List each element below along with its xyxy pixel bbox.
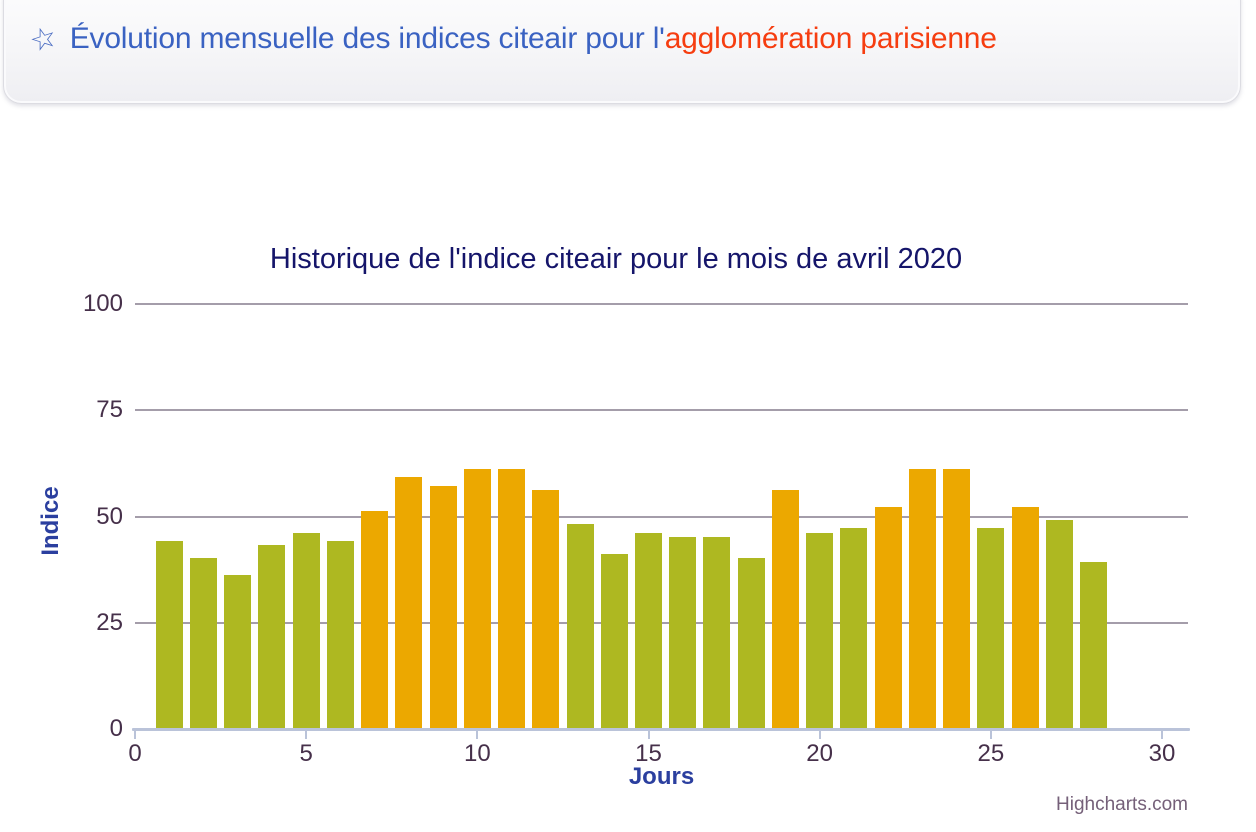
bar-day-3[interactable] (224, 575, 252, 728)
x-tick-label-5: 5 (299, 740, 313, 767)
x-tick-10 (476, 731, 479, 739)
x-axis-line (132, 728, 1190, 731)
x-tick-5 (305, 731, 308, 739)
bar-day-8[interactable] (395, 477, 423, 728)
gridline-y100 (135, 303, 1188, 305)
x-tick-label-10: 10 (463, 740, 491, 767)
bar-day-21[interactable] (840, 528, 868, 728)
gridline-y75 (135, 409, 1188, 412)
star-icon: ☆ (25, 18, 62, 61)
bar-day-16[interactable] (669, 536, 697, 728)
bar-day-9[interactable] (429, 485, 457, 728)
bar-day-23[interactable] (908, 468, 936, 728)
x-axis-title: Jours (628, 763, 695, 790)
bar-day-2[interactable] (189, 558, 217, 728)
x-tick-25 (989, 731, 992, 739)
header-title-main: Évolution mensuelle des indices citeair … (69, 22, 665, 55)
page-header: ☆ Évolution mensuelle des indices citeair… (3, 0, 1241, 104)
x-tick-label-20: 20 (806, 740, 833, 767)
bar-day-12[interactable] (532, 490, 560, 728)
header-title: ☆ Évolution mensuelle des indices citeair… (25, 19, 997, 61)
plot-area: 0 25 50 75 100 0 5 10 15 20 25 30 (83, 292, 1190, 767)
x-tick-label-15: 15 (635, 740, 662, 767)
bar-day-28[interactable] (1080, 562, 1108, 728)
bar-day-26[interactable] (1011, 507, 1039, 728)
bar-day-25[interactable] (977, 528, 1005, 728)
y-tick-label-50: 50 (96, 502, 123, 530)
bar-day-13[interactable] (566, 524, 594, 728)
bar-day-10[interactable] (463, 468, 491, 728)
x-tick-0 (134, 731, 136, 739)
y-tick-label-25: 25 (96, 608, 123, 636)
bar-day-20[interactable] (806, 532, 834, 728)
x-tick-30 (1161, 731, 1163, 739)
bar-day-5[interactable] (292, 532, 320, 728)
x-tick-label-0: 0 (128, 740, 142, 767)
bar-day-15[interactable] (635, 532, 662, 728)
y-tick-label-75: 75 (96, 396, 123, 424)
x-tick-20 (818, 731, 821, 739)
bar-day-24[interactable] (943, 468, 971, 728)
bar-day-1[interactable] (155, 541, 183, 728)
bar-day-4[interactable] (258, 545, 286, 728)
bar-day-18[interactable] (737, 558, 765, 728)
bar-day-19[interactable] (771, 490, 799, 728)
y-tick-label-0: 0 (109, 715, 123, 742)
bar-day-6[interactable] (326, 541, 354, 728)
y-axis-title: Indice (37, 486, 64, 556)
highcharts-credit-link[interactable]: Highcharts.com (1056, 794, 1188, 815)
y-tick-label-100: 100 (82, 290, 123, 317)
header-title-highlight: agglomération parisienne (664, 22, 997, 55)
bar-day-27[interactable] (1045, 519, 1073, 728)
bar-day-11[interactable] (498, 468, 526, 728)
chart-title: Historique de l'indice citeair pour le m… (269, 243, 963, 275)
x-tick-15 (647, 731, 650, 739)
bar-day-14[interactable] (600, 553, 628, 728)
bar-day-7[interactable] (361, 511, 389, 728)
gridline-y50 (135, 515, 1188, 518)
bar-day-17[interactable] (703, 536, 731, 728)
x-tick-label-30: 30 (1148, 740, 1176, 767)
bar-day-22[interactable] (874, 507, 902, 728)
x-tick-label-25: 25 (977, 740, 1005, 767)
